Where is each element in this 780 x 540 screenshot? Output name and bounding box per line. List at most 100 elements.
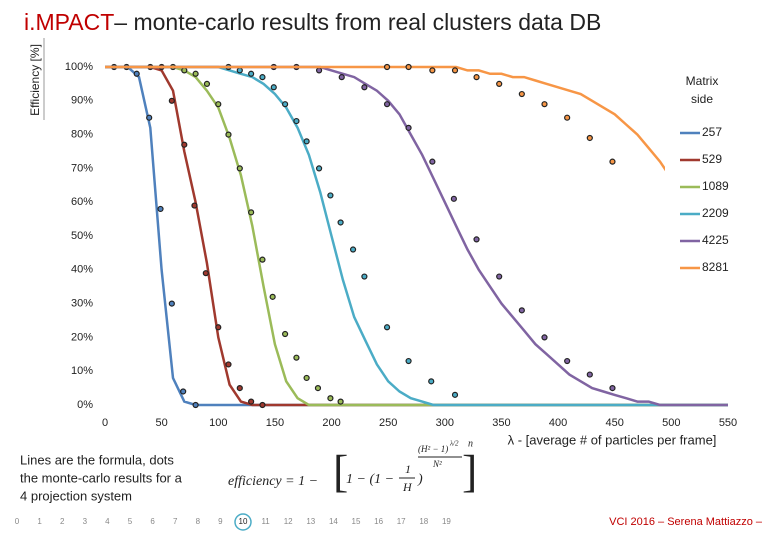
slide-number[interactable]: 3	[83, 517, 88, 526]
mc-dot	[473, 236, 480, 243]
mc-dot	[236, 385, 243, 392]
slide-number[interactable]: 13	[306, 517, 315, 526]
mc-dot	[518, 90, 525, 98]
mc-dot	[337, 219, 344, 226]
mc-dot	[541, 101, 548, 108]
x-tick-label: 500	[662, 417, 680, 429]
mc-dot	[192, 401, 199, 409]
slide-number[interactable]: 12	[284, 517, 293, 526]
formula-term: 1 − (1 −	[346, 472, 394, 487]
note: Lines are the formula, dots	[20, 452, 174, 467]
mc-dot	[157, 205, 164, 213]
mc-dot	[518, 307, 525, 314]
legend-box	[665, 114, 747, 290]
mc-dot	[203, 80, 211, 88]
mc-dot	[586, 134, 593, 142]
slide-number[interactable]: 4	[105, 517, 110, 526]
y-tick-label: 60%	[71, 196, 93, 208]
x-tick-label: 250	[379, 417, 397, 429]
y-axis-label: Efficiency [%]	[28, 44, 42, 116]
y-tick-label: 70%	[71, 162, 93, 174]
x-tick-label: 50	[156, 417, 168, 429]
mc-dot	[564, 114, 571, 121]
mc-dot	[383, 63, 391, 71]
mc-dot	[215, 324, 222, 331]
mc-dot	[496, 273, 503, 280]
slide-number[interactable]: 15	[352, 517, 361, 526]
mc-dot	[429, 158, 436, 165]
mc-dot	[282, 330, 289, 338]
mc-dot	[146, 114, 153, 121]
mc-dot	[248, 398, 255, 405]
slide-number[interactable]: 8	[196, 517, 201, 526]
series-line	[105, 65, 730, 284]
slide-number[interactable]: 19	[442, 517, 451, 526]
slide-number[interactable]: 2	[60, 517, 65, 526]
slide-number[interactable]: 11	[261, 517, 270, 526]
slide-number[interactable]: 5	[128, 517, 133, 526]
slide-number[interactable]: 0	[15, 517, 20, 526]
formula: efficiency = 1 − [ 1 − (1 − 1 H ) (H² − …	[228, 438, 477, 496]
mc-dot	[315, 67, 323, 74]
title-text: – monte-carlo results from real clusters…	[114, 9, 601, 35]
legend-label: 2209	[702, 206, 729, 220]
y-tick-label: 90%	[71, 95, 93, 107]
slide-number[interactable]: 17	[397, 517, 406, 526]
y-tick-label: 20%	[71, 331, 93, 343]
mc-dot	[314, 385, 322, 392]
mc-dot	[349, 246, 357, 253]
y-tick-label: 40%	[71, 264, 93, 276]
mc-dot	[450, 195, 457, 202]
formula-exp-den: N²	[432, 459, 442, 469]
mc-dot	[192, 70, 199, 77]
legend-title: side	[691, 92, 713, 106]
slide-number[interactable]: 10	[239, 517, 248, 526]
slide-number[interactable]: 1	[37, 517, 42, 526]
slide-number[interactable]: 9	[218, 517, 223, 526]
slide-number[interactable]: 18	[419, 517, 428, 526]
mc-dot	[338, 74, 345, 81]
legend: Matrix side 257 529 1089 2209 4225 8281	[665, 74, 747, 290]
slide-number[interactable]: 14	[329, 517, 338, 526]
current-slide-marker	[234, 513, 252, 531]
mc-dot	[293, 117, 300, 125]
footer: VCI 2016 – Serena Mattiazzo –	[609, 516, 763, 528]
mc-dot	[327, 192, 334, 199]
x-tick-label: 150	[266, 417, 284, 429]
slide-number[interactable]: 6	[150, 517, 155, 526]
formula-exp-pow: λ/2	[449, 440, 459, 448]
mc-dot	[609, 158, 616, 165]
mc-dot	[541, 334, 548, 341]
mc-dot	[168, 300, 175, 307]
mc-dot	[451, 67, 459, 74]
slide-number[interactable]: 7	[173, 517, 178, 526]
mc-dot	[428, 378, 435, 385]
y-tick-label: 30%	[71, 298, 93, 310]
slide-number[interactable]: 16	[374, 517, 383, 526]
note: the monte-carlo results for a	[20, 470, 183, 485]
mc-dot	[236, 165, 243, 172]
mc-dot	[248, 70, 255, 77]
mc-dot	[303, 374, 310, 382]
x-tick-label: 200	[322, 417, 340, 429]
y-tick-label: 50%	[71, 230, 93, 242]
mc-dot	[609, 385, 616, 392]
mc-dot	[270, 84, 277, 91]
formula-bracket: ]	[462, 446, 477, 497]
mc-dot	[429, 67, 436, 74]
legend-label: 1089	[702, 179, 729, 193]
mc-dot	[225, 361, 232, 368]
x-tick-label: 350	[492, 417, 510, 429]
mc-dot	[168, 97, 175, 104]
legend-label: 4225	[702, 233, 729, 247]
x-tick-label: 550	[719, 417, 737, 429]
mc-dot	[405, 124, 412, 131]
legend-label: 257	[702, 125, 722, 139]
mc-dot	[337, 398, 344, 405]
plot: 0% 10% 20% 30% 40% 50% 60% 70% 80% 90% 100% 0 50 100 1…	[65, 61, 737, 429]
mc-dot	[215, 101, 222, 108]
mc-dot	[361, 84, 368, 91]
y-tick-label: 80%	[71, 129, 93, 141]
